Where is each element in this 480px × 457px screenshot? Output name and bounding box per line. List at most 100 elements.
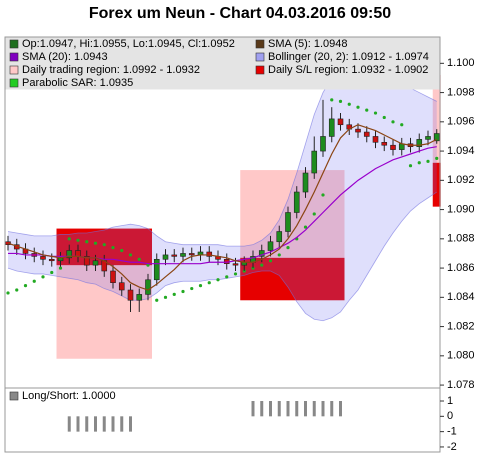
bar (312, 401, 316, 417)
candle-body (145, 279, 151, 295)
sar-dot (312, 212, 316, 216)
y-tick-label: 1.098 (447, 86, 475, 98)
legend-swatch (255, 52, 265, 62)
sar-dot (163, 295, 168, 299)
sar-dot (181, 289, 185, 294)
sar-dot (330, 98, 334, 102)
sar-dot (400, 123, 404, 127)
sar-dot (41, 275, 45, 279)
y-tick-label: 1.082 (447, 320, 475, 332)
candle-body (83, 256, 90, 266)
sar-dot (146, 263, 150, 267)
candle-body (232, 263, 239, 266)
sar-dot (286, 246, 290, 250)
y-tick-label: 0 (447, 410, 453, 422)
candle-body (363, 131, 370, 137)
candle-body (188, 253, 195, 256)
bar (339, 401, 342, 417)
sar-dot (111, 246, 115, 250)
legend-swatch (9, 78, 19, 88)
bar (260, 401, 264, 417)
sar-dot (303, 225, 308, 229)
sar-dot (58, 266, 63, 270)
candle-body (118, 282, 125, 291)
legend-label: Daily S/L region: 1.0932 - 1.0902 (268, 64, 428, 76)
y-tick-label: 1.092 (447, 174, 475, 186)
sar-dot (32, 279, 36, 283)
candle-body (285, 212, 291, 232)
y-tick-label: 1.100 (447, 57, 475, 69)
sar-dot (373, 111, 378, 115)
legend-swatch (9, 391, 19, 401)
candle-body (40, 256, 46, 260)
candle-body (276, 231, 283, 243)
sar-dot (172, 292, 176, 296)
bar (67, 416, 71, 432)
y-tick-label: -1 (447, 426, 457, 438)
candle-body (337, 118, 344, 126)
candle-body (302, 172, 309, 193)
sar-dot (50, 270, 54, 275)
sar-dot (268, 259, 273, 263)
bar (251, 401, 255, 417)
sar-dot (93, 241, 98, 245)
legend-swatch (9, 65, 19, 75)
legend-swatch (255, 39, 265, 49)
y-tick-label: 1.084 (447, 291, 475, 303)
sar-dot (338, 99, 343, 103)
sl-region (432, 162, 441, 207)
sar-dot (277, 253, 281, 257)
candle-body (206, 251, 213, 257)
bar (85, 416, 89, 432)
y-tick-label: 1.096 (447, 116, 475, 128)
sar-dot (417, 161, 421, 165)
candle-body (390, 144, 396, 150)
bar (129, 416, 132, 432)
sar-dot (260, 263, 264, 267)
sar-dot (207, 281, 211, 285)
sar-dot (128, 253, 133, 257)
bar (94, 416, 97, 432)
sar-dot (347, 102, 351, 106)
candle-body (180, 253, 186, 257)
legend-label: Bollinger (20, 2): 1.0912 - 1.0974 (268, 51, 429, 63)
sar-dot (382, 115, 386, 120)
sar-dot (365, 108, 369, 112)
bar (304, 401, 307, 417)
sar-dot (356, 105, 360, 109)
sar-dot (233, 272, 238, 276)
sar-dot (85, 240, 89, 244)
sar-dot (225, 275, 229, 279)
sar-dot (216, 278, 220, 282)
sar-dot (102, 243, 106, 247)
legend-box (5, 37, 440, 90)
candle-body (136, 294, 143, 301)
candle-body (328, 118, 335, 137)
bar (321, 401, 325, 417)
candle-body (171, 254, 178, 257)
sar-dot (426, 159, 430, 163)
trading-region (432, 75, 441, 163)
long-short-panel: 1 0 -1 -2 Long/Short: 1.0000 (4, 387, 457, 453)
legend-label: Parabolic SAR: 1.0935 (22, 77, 133, 89)
legend-label: Daily trading region: 1.0992 - 1.0932 (22, 64, 200, 76)
sar-dot (198, 284, 203, 288)
sar-dot (67, 237, 71, 241)
sl-region (240, 257, 345, 301)
sar-dot (120, 248, 124, 253)
candle-body (311, 150, 318, 174)
legend-swatch (9, 39, 19, 49)
sar-dot (6, 291, 10, 295)
legend-label: SMA (5): 1.0948 (268, 38, 348, 50)
candle-body (267, 241, 274, 251)
bar (269, 401, 272, 417)
candle-body (153, 258, 160, 281)
legend-swatch (9, 52, 19, 62)
bar (76, 416, 80, 432)
sar-dot (435, 156, 439, 160)
candle-body (162, 254, 169, 260)
candle-body (425, 136, 431, 140)
bar (330, 401, 334, 417)
bar (286, 401, 290, 417)
